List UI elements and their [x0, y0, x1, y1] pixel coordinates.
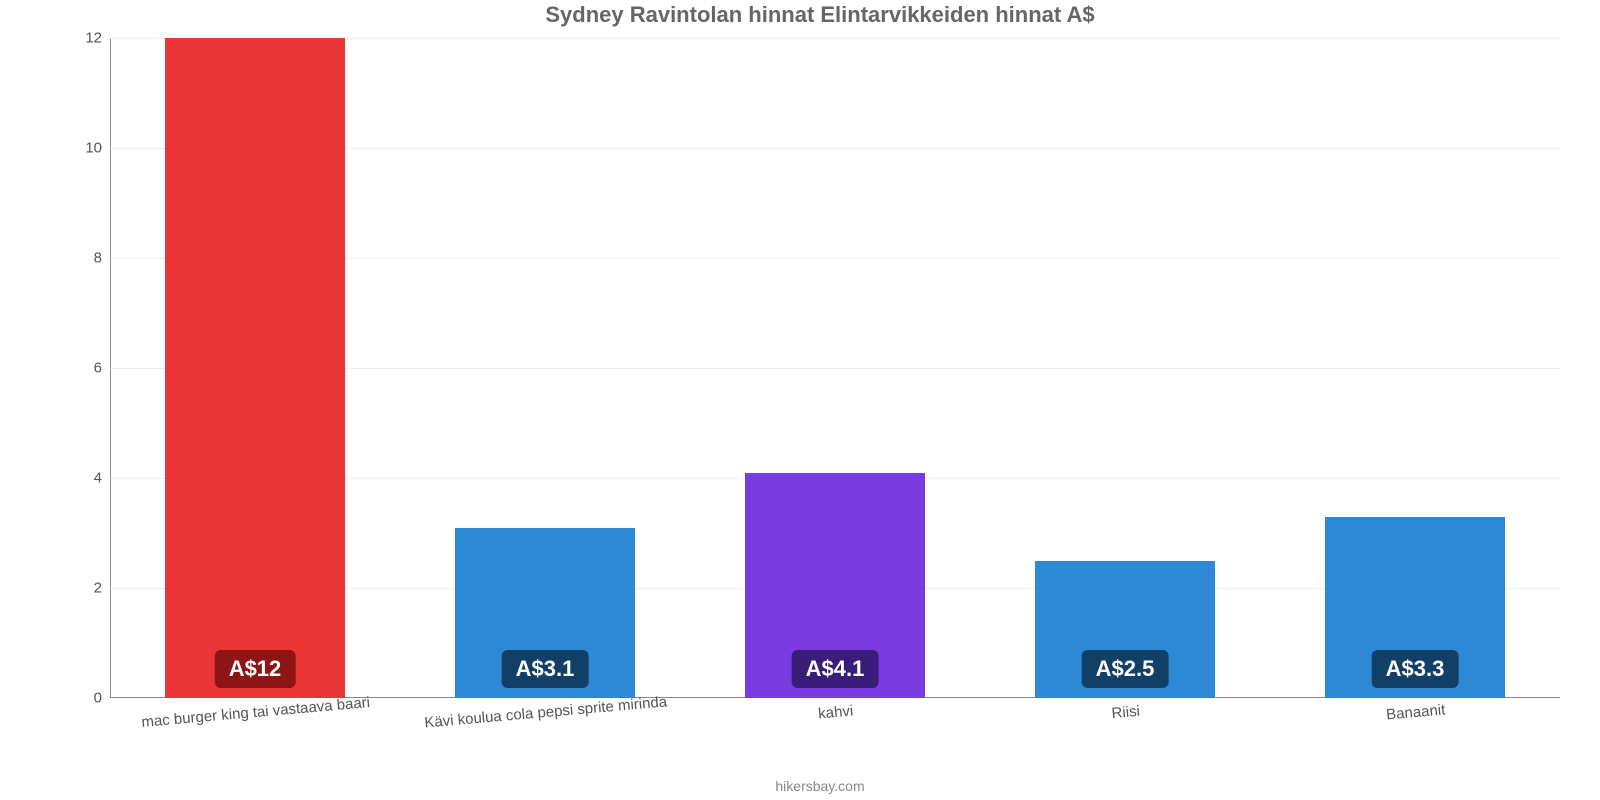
bar: A$2.5: [1035, 561, 1215, 699]
y-tick-label: 4: [72, 470, 102, 487]
y-tick-label: 0: [72, 690, 102, 707]
y-tick-label: 12: [72, 30, 102, 47]
y-tick-label: 2: [72, 580, 102, 597]
bar-value-label: A$12: [215, 650, 296, 688]
plot-area: 024681012A$12A$3.1A$4.1A$2.5A$3.3: [110, 38, 1560, 698]
category-label: Kävi koulua cola pepsi sprite mirinda: [424, 693, 668, 731]
category-axis: mac burger king tai vastaava baariKävi k…: [110, 704, 1560, 764]
category-label: kahvi: [818, 702, 854, 722]
y-tick-label: 8: [72, 250, 102, 267]
bar-value-label: A$4.1: [792, 650, 879, 688]
category-label: Riisi: [1111, 703, 1141, 722]
y-tick-label: 10: [72, 140, 102, 157]
category-label: mac burger king tai vastaava baari: [141, 694, 371, 731]
price-bar-chart: Sydney Ravintolan hinnat Elintarvikkeide…: [60, 0, 1580, 800]
bar-value-label: A$3.3: [1372, 650, 1459, 688]
category-label: Banaanit: [1386, 701, 1446, 723]
bar: A$4.1: [745, 473, 925, 699]
bar: A$12: [165, 38, 345, 698]
chart-title: Sydney Ravintolan hinnat Elintarvikkeide…: [60, 2, 1580, 28]
bar: A$3.1: [455, 528, 635, 699]
bar: A$3.3: [1325, 517, 1505, 699]
chart-source: hikersbay.com: [60, 778, 1580, 794]
bar-value-label: A$3.1: [502, 650, 589, 688]
y-tick-label: 6: [72, 360, 102, 377]
bar-value-label: A$2.5: [1082, 650, 1169, 688]
